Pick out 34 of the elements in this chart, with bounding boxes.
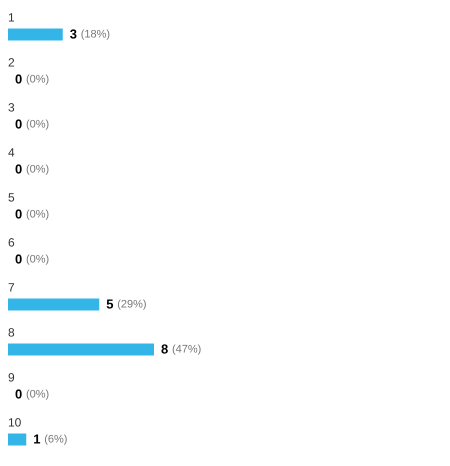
data-label: 0 xyxy=(15,116,22,132)
annotation: (0%) xyxy=(26,74,50,86)
data-label: 5 xyxy=(106,296,114,312)
y-tick-label: 7 xyxy=(8,280,15,294)
annotation: (0%) xyxy=(26,254,50,266)
data-label: 0 xyxy=(15,386,22,402)
y-tick-label: 1 xyxy=(8,10,15,24)
annotation: (0%) xyxy=(26,118,50,130)
annotation: (18%) xyxy=(80,28,110,40)
bar xyxy=(8,434,26,446)
data-label: 0 xyxy=(15,252,22,266)
data-label: 8 xyxy=(161,342,168,356)
bar xyxy=(8,344,154,356)
y-tick-label: 3 xyxy=(8,100,15,114)
data-label: 1 xyxy=(33,432,40,446)
y-tick-label: 9 xyxy=(8,370,15,384)
y-tick-label: 6 xyxy=(8,236,15,250)
data-label: 3 xyxy=(70,26,77,42)
y-tick-label: 10 xyxy=(8,416,22,430)
y-tick-label: 5 xyxy=(8,190,15,204)
data-label: 0 xyxy=(15,206,22,222)
annotation: (47%) xyxy=(172,344,202,356)
annotation: (0%) xyxy=(26,164,50,176)
annotation: (0%) xyxy=(26,208,50,220)
y-tick-label: 2 xyxy=(8,56,15,70)
annotation: (29%) xyxy=(117,298,147,310)
annotation: (6%) xyxy=(44,434,68,446)
data-label: 0 xyxy=(15,162,22,176)
annotation: (0%) xyxy=(26,388,50,400)
bar xyxy=(8,28,63,40)
bar xyxy=(8,298,100,310)
y-tick-label: 4 xyxy=(8,146,15,160)
data-label: 0 xyxy=(15,72,22,86)
y-tick-label: 8 xyxy=(8,326,15,340)
